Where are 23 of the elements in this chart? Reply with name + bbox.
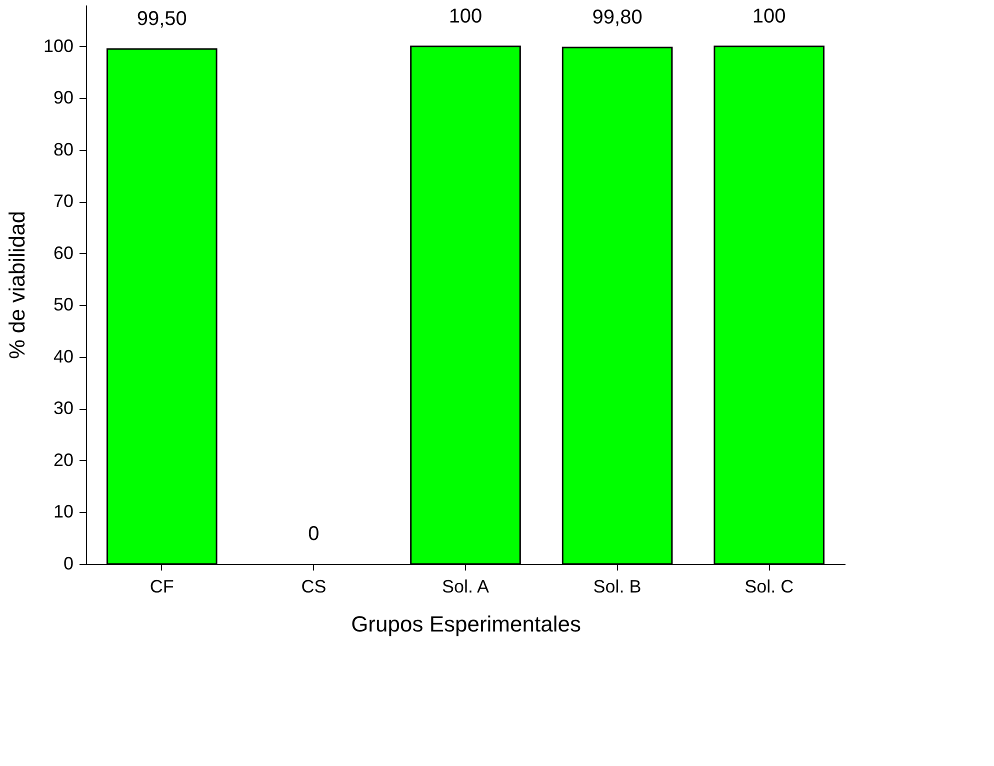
data-label: 100 — [752, 5, 786, 28]
x-tick-label: Sol. A — [442, 576, 490, 596]
data-label: 0 — [308, 523, 320, 545]
x-axis-title: Grupos Esperimentales — [351, 612, 581, 636]
x-tick-label: CS — [301, 576, 326, 596]
y-tick-label: 10 — [53, 502, 74, 522]
x-tick-label: CF — [150, 576, 174, 596]
y-tick-label: 60 — [53, 242, 74, 263]
y-tick-label: 30 — [53, 398, 74, 418]
data-label: 99,80 — [592, 6, 642, 28]
y-tick-label: 80 — [53, 139, 74, 160]
y-axis-title: % de viabilidad — [4, 211, 30, 359]
y-tick-label: 100 — [43, 36, 74, 56]
data-label: 100 — [448, 5, 482, 28]
x-tick-label: Sol. B — [593, 576, 642, 596]
y-tick-label: 70 — [53, 191, 74, 212]
y-tick-label: 90 — [53, 88, 74, 108]
y-tick-label: 0 — [63, 554, 74, 574]
y-tick-label: 20 — [53, 450, 74, 470]
x-tick-label: Sol. C — [744, 576, 794, 596]
data-label: 99,50 — [136, 8, 187, 30]
y-tick-label: 40 — [53, 346, 74, 366]
y-tick-label: 50 — [53, 294, 74, 315]
